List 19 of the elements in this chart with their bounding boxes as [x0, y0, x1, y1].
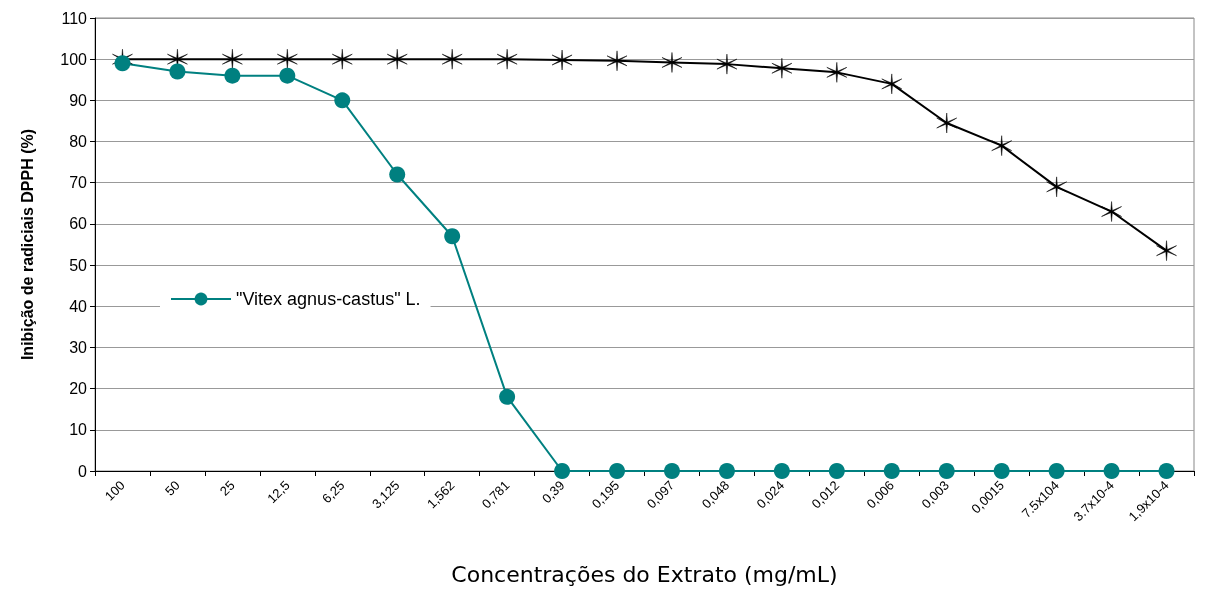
- x-tick-label: 50: [161, 477, 183, 499]
- y-tick-label: 80: [69, 133, 88, 151]
- y-tick-label: 40: [69, 297, 88, 315]
- legend-label: "Vitex agnus-castus" L.: [236, 289, 421, 309]
- y-tick-label: 30: [69, 338, 88, 356]
- y-tick-label: 90: [69, 91, 88, 109]
- x-axis-title: Concentrações do Extrato (mg/mL): [451, 561, 838, 587]
- y-tick-label: 110: [61, 9, 88, 27]
- y-axis-title: Inibição de radiciais DPPH (%): [18, 128, 36, 361]
- x-tick-label: 25: [216, 477, 238, 499]
- x-tick-label: 0,39: [538, 477, 568, 507]
- y-tick-label: 20: [69, 380, 88, 398]
- y-tick-label: 50: [69, 256, 88, 274]
- y-tick-label: 10: [69, 421, 88, 439]
- y-tick-label: 100: [60, 50, 88, 68]
- x-tick-label: 100: [101, 477, 128, 504]
- y-tick-label: 0: [78, 462, 88, 480]
- y-tick-label: 70: [69, 174, 88, 192]
- y-tick-label: 60: [69, 215, 88, 233]
